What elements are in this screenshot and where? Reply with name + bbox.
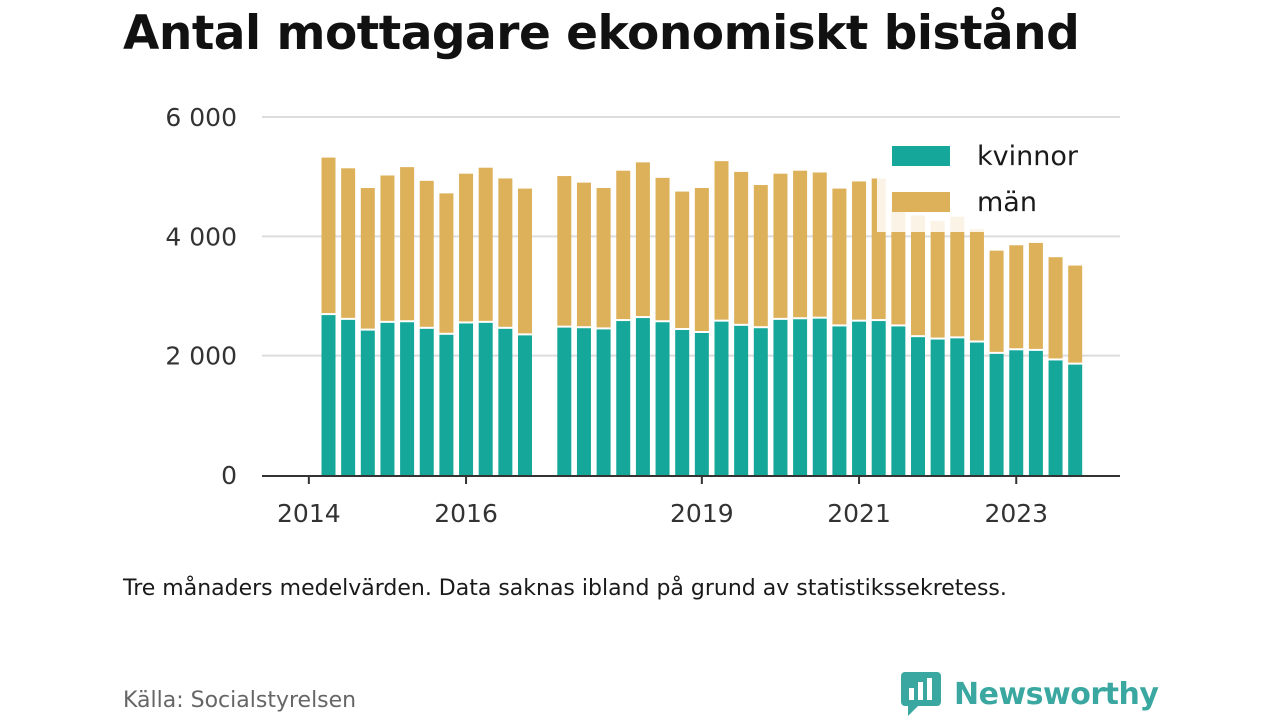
bar-man: [400, 167, 415, 321]
bar-kvinnor: [518, 335, 532, 475]
bar-kvinnor: [694, 332, 709, 475]
bar-man: [360, 188, 375, 329]
legend-swatch-man: [892, 192, 950, 212]
bar-kvinnor: [1048, 360, 1063, 475]
bar-kvinnor: [675, 330, 690, 475]
bar-man: [321, 157, 336, 314]
legend-label-man: män: [977, 187, 1037, 218]
bar-kvinnor: [459, 323, 474, 475]
x-tick-label: 2019: [670, 499, 734, 528]
bar-kvinnor: [793, 319, 808, 475]
bar-man: [675, 191, 690, 329]
bar-man: [969, 229, 984, 341]
bar-kvinnor: [714, 321, 729, 475]
bar-kvinnor: [950, 338, 965, 475]
bar-kvinnor: [753, 328, 768, 475]
bar-man: [930, 220, 945, 338]
bar-man: [557, 176, 572, 326]
bar-kvinnor: [852, 321, 867, 475]
bar-kvinnor: [773, 319, 788, 475]
y-tick-label: 6 000: [165, 103, 237, 132]
y-tick-label: 0: [221, 461, 237, 490]
y-tick-label: 2 000: [165, 342, 237, 371]
bar-man: [793, 170, 808, 318]
bar-man: [832, 188, 847, 325]
x-tick-label: 2016: [434, 499, 498, 528]
bar-kvinnor: [498, 328, 513, 475]
bar-kvinnor: [360, 330, 375, 475]
bar-kvinnor: [812, 318, 827, 475]
bar-man: [498, 178, 513, 327]
bar-kvinnor: [380, 322, 395, 475]
bar-man: [635, 162, 650, 317]
bar-kvinnor: [439, 334, 454, 475]
bar-man: [655, 177, 670, 321]
bar-kvinnor: [419, 328, 434, 475]
bar-kvinnor: [635, 318, 650, 475]
bar-kvinnor: [989, 353, 1004, 475]
bar-kvinnor: [1028, 350, 1043, 475]
bar-man: [576, 182, 591, 327]
bar-kvinnor: [400, 322, 415, 475]
bar-man: [419, 180, 434, 327]
bar-kvinnor: [911, 337, 925, 475]
bar-kvinnor: [1068, 364, 1083, 475]
bar-kvinnor: [969, 342, 984, 475]
bar-man: [989, 250, 1004, 352]
bar-man: [380, 175, 395, 321]
bar-kvinnor: [616, 321, 631, 475]
bar-kvinnor: [341, 319, 356, 475]
bar-kvinnor: [871, 321, 886, 475]
bar-man: [616, 170, 631, 320]
y-tick-label: 4 000: [165, 222, 237, 251]
bar-kvinnor: [321, 315, 336, 475]
bar-man: [714, 161, 729, 320]
bar-man: [891, 210, 906, 325]
bar-man: [773, 173, 788, 318]
newsworthy-logo-icon: [901, 672, 941, 716]
bar-man: [1009, 245, 1024, 349]
bar-man: [734, 171, 749, 324]
bar-kvinnor: [576, 328, 591, 475]
bar-man: [341, 168, 356, 318]
bar-man: [1068, 265, 1083, 363]
legend-label-kvinnor: kvinnor: [977, 141, 1079, 172]
bar-man: [911, 215, 925, 336]
x-tick-label: 2023: [984, 499, 1048, 528]
bar-man: [518, 188, 532, 334]
stacked-bar-chart: 0 2 000 4 000 6 000 2014 2016 2019 2021 2023 kvin…: [165, 103, 1120, 528]
bar-man: [812, 172, 827, 317]
bar-kvinnor: [655, 322, 670, 475]
bar-man: [1048, 257, 1063, 359]
bar-man: [596, 188, 611, 328]
bar-kvinnor: [832, 326, 847, 475]
brand-name: Newsworthy: [954, 676, 1159, 712]
x-tick-label: 2021: [827, 499, 891, 528]
bar-man: [753, 185, 768, 327]
x-tick-label: 2014: [277, 499, 341, 528]
chart-title: Antal mottagare ekonomiskt bistånd: [123, 6, 1080, 61]
bar-man: [852, 181, 867, 320]
bar-man: [478, 167, 493, 321]
chart-note: Tre månaders medelvärden. Data saknas ib…: [123, 576, 1007, 601]
bar-kvinnor: [557, 327, 572, 475]
bar-kvinnor: [891, 326, 906, 475]
bar-man: [439, 193, 454, 333]
bar-man: [950, 216, 965, 337]
bar-man: [459, 173, 474, 322]
source-label: Källa: Socialstyrelsen: [123, 688, 357, 713]
bar-kvinnor: [930, 339, 945, 475]
bar-man: [694, 188, 709, 331]
bar-kvinnor: [596, 329, 611, 475]
newsworthy-brand: Newsworthy: [900, 670, 1159, 718]
bar-kvinnor: [734, 325, 749, 475]
bar-kvinnor: [478, 322, 493, 475]
legend-swatch-kvinnor: [892, 146, 950, 166]
bar-man: [1028, 242, 1043, 349]
bar-kvinnor: [1009, 350, 1024, 475]
